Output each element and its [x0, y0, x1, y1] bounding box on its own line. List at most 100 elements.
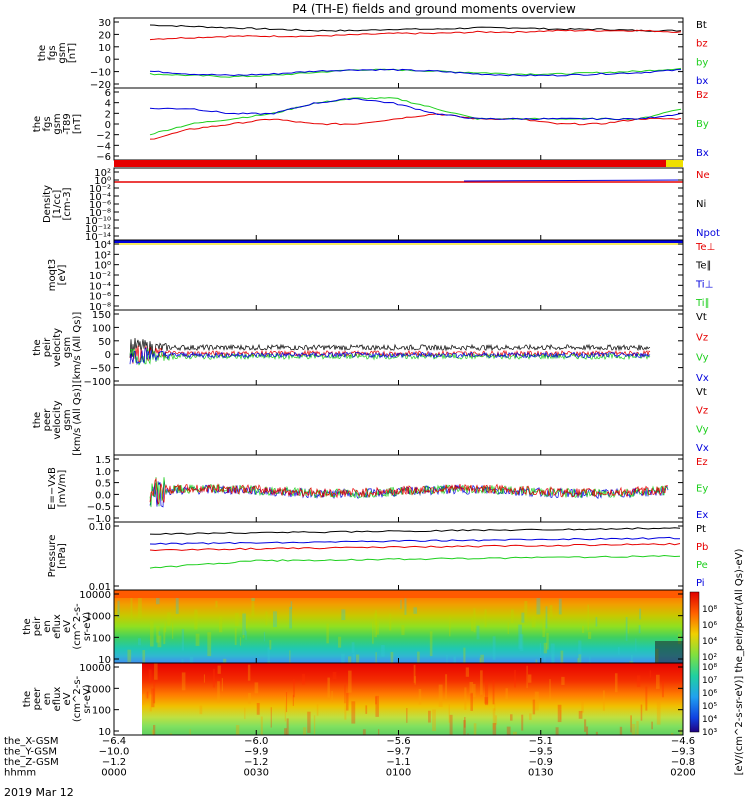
series-Bt	[149, 24, 682, 32]
heatmap-streak	[558, 598, 562, 615]
heatmap-streak	[595, 731, 598, 735]
heatmap-streak	[235, 725, 240, 735]
y-tick-label: 100	[92, 706, 111, 717]
y-tick-label: 10²	[94, 168, 111, 179]
heatmap-streak	[630, 655, 633, 663]
heatmap-streak	[413, 664, 416, 683]
heatmap-streak	[142, 650, 146, 663]
heatmap-streak	[578, 654, 582, 663]
lines-pressure	[149, 527, 681, 569]
heatmap-streak	[351, 642, 355, 653]
y-axis-label: peir	[42, 337, 53, 357]
heatmap-streak	[484, 609, 487, 628]
heatmap-streak	[519, 634, 524, 651]
pressure-trace	[149, 527, 681, 535]
heatmap-streak	[189, 656, 194, 663]
legend-Te⊥: Te⊥	[695, 242, 715, 253]
y-axis-label: eV	[62, 692, 73, 705]
heatmap-streak	[588, 631, 592, 639]
colorbar-tick: 10⁴	[702, 715, 717, 725]
heatmap-streak	[151, 688, 155, 708]
x-row-value: 0000	[101, 768, 126, 779]
y-axis-label: eflux	[52, 614, 63, 639]
heatmap-streak	[480, 654, 484, 663]
heatmap-streak	[484, 697, 489, 704]
colorbar-tick: 10⁶	[702, 621, 717, 631]
legend-Npot: Npot	[696, 228, 720, 239]
heatmap-streak	[156, 625, 160, 643]
heatmap-streak	[535, 659, 538, 663]
y-axis-label: velocity	[52, 400, 63, 439]
lines-velocity	[129, 337, 651, 366]
colorbar-tick: 10⁵	[702, 702, 717, 712]
heatmap-streak	[390, 652, 394, 663]
heatmap-streak	[365, 705, 368, 714]
heatmap-streak	[467, 733, 469, 735]
heatmap-streak	[117, 600, 120, 618]
heatmap-streak	[289, 606, 293, 629]
heatmap-streak	[595, 617, 598, 627]
y-axis-label: en	[42, 693, 53, 706]
heatmap-streak	[376, 620, 379, 635]
heatmap-streak	[561, 676, 565, 685]
heatmap-streak	[356, 654, 360, 663]
panel-frame	[113, 384, 684, 456]
heatmap-streak	[378, 729, 380, 735]
y-tick-label: −2	[96, 131, 111, 142]
heatmap-streak	[181, 659, 184, 663]
heatmap-streak	[418, 688, 422, 705]
y-axis-label: [nPa]	[57, 543, 68, 569]
heatmap-streak	[234, 628, 237, 646]
heatmap-streak	[470, 692, 473, 711]
y-axis-label: the	[22, 691, 33, 707]
y-tick-label: 1.5	[95, 455, 111, 466]
y-axis-label: en	[42, 620, 53, 633]
panel-pressure: 0.10 0.01 Pressure [nPa] Pt Pb Pe Pi	[47, 521, 708, 593]
heatmap-top-band	[114, 590, 683, 598]
heatmap-streak	[649, 670, 652, 678]
heatmap-streak	[417, 651, 420, 663]
legend-Ex: Ex	[696, 510, 708, 521]
heatmap-streak	[494, 702, 496, 711]
heatmap-streak	[245, 630, 247, 640]
heatmap-streak	[389, 613, 392, 631]
series-bz	[149, 29, 682, 41]
y-axis-label: [km/s (All Qs)]	[72, 312, 83, 384]
heatmap-streak	[557, 704, 562, 723]
heatmap-streak	[270, 707, 272, 728]
heatmap-streak	[289, 650, 291, 663]
panel-peir_eflux: 10000 1000 100 10 the peir en eflux eV (cm^2-s-sr…	[22, 589, 684, 666]
efield-trace	[149, 477, 668, 505]
y-tick-label: 10⁰	[94, 176, 111, 187]
status-bar-red	[114, 160, 666, 167]
heatmap-streak	[181, 629, 185, 651]
heatmap-streak	[448, 704, 450, 723]
y-axis-label: the	[22, 618, 33, 634]
y-axis-label: gsm	[52, 113, 63, 134]
heatmap-streak	[307, 711, 311, 733]
heatmap-streak	[218, 616, 223, 633]
y-tick-label: 10⁻²	[89, 184, 111, 195]
colorbar-tick: 10⁶	[702, 689, 717, 699]
heatmap-streak	[127, 649, 132, 663]
heatmap-streak	[429, 631, 433, 657]
figure-title: P4 (TH-E) fields and ground moments over…	[292, 2, 576, 16]
y-tick-label: 10	[98, 43, 111, 54]
heatmap-streak	[463, 647, 466, 663]
heatmap-streak	[286, 718, 289, 735]
heatmap-streak	[484, 680, 489, 706]
heatmap-streak	[215, 600, 218, 608]
y-axis-label: -T89	[62, 113, 73, 135]
y-tick-label: 10⁻¹²	[85, 224, 111, 235]
heatmap-streak	[532, 699, 536, 715]
heatmap-streak	[445, 674, 448, 700]
heatmap-streak	[581, 700, 584, 713]
y-axis-label: [mV/m]	[57, 470, 68, 508]
heatmap-streak	[381, 644, 385, 657]
legend-Bz: Bz	[696, 90, 708, 101]
colorbar-label: [eV/(cm^2-s-sr-eV)] the_peir/peer(All Qs…	[734, 549, 745, 776]
heatmap-streak	[247, 664, 251, 681]
